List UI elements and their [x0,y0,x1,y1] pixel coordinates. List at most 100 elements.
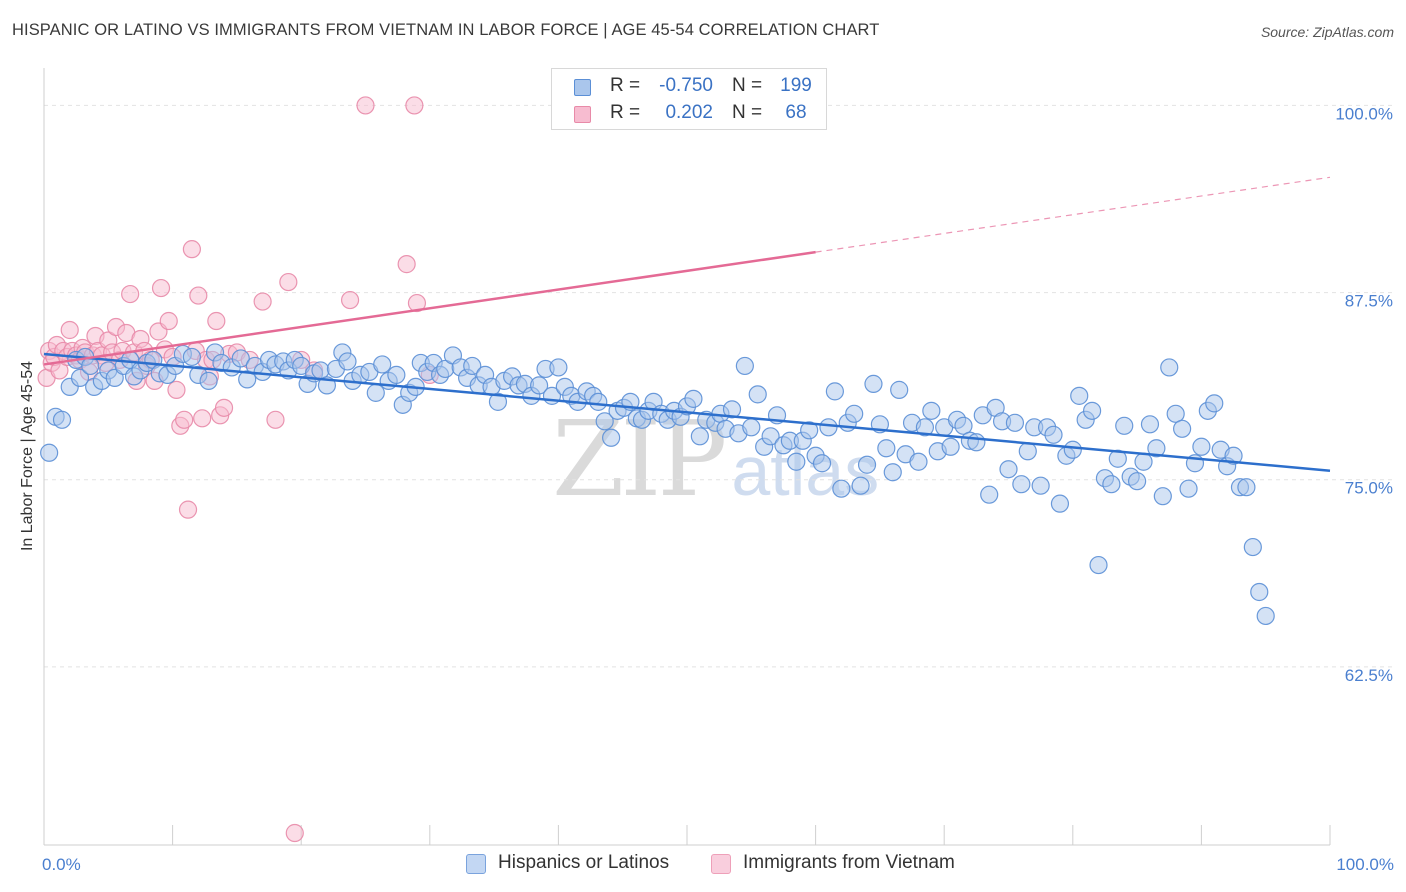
data-point-hispanic [941,437,960,456]
data-point-hispanic [595,412,614,431]
data-point-hispanic [1256,606,1275,626]
data-point-hispanic [812,454,832,473]
legend-label-hispanics: Hispanics or Latinos [498,852,670,873]
data-point-hispanic [1031,476,1050,495]
data-point-vietnam [340,290,360,310]
data-point-hispanic [825,382,844,401]
data-point-vietnam [60,320,79,340]
y-tick-label: 100.0% [1335,104,1393,123]
data-point-hispanic [1237,478,1256,497]
y-tick-labels: 62.5% 75.0% 87.5% 100.0% [1335,104,1393,684]
legend-n-value: 68 [785,102,807,123]
data-point-vietnam [175,410,194,429]
data-point-vietnam [405,96,424,115]
legend-swatch-blue [466,854,486,874]
data-point-hispanic [999,460,1018,479]
data-point-vietnam [214,398,234,417]
data-point-hispanic [530,376,549,395]
series-legend: Hispanics or Latinos Immigrants from Vie… [0,852,1406,878]
data-point-hispanic [980,485,999,504]
data-point-hispanic [1134,452,1153,471]
trend-line-vietnam-extended [815,176,1331,253]
data-point-hispanic [742,418,761,437]
data-point-hispanic [890,380,909,399]
legend-n-value: 199 [780,75,812,96]
data-point-hispanic [231,349,250,368]
trend-line-vietnam [43,250,816,366]
data-point-hispanic [1070,386,1089,405]
data-point-hispanic [909,452,928,471]
data-point-vietnam [182,240,201,259]
data-point-hispanic [1173,419,1192,438]
data-point-hispanic [1102,475,1121,494]
data-point-hispanic [1224,446,1243,465]
data-point-hispanic [800,421,819,440]
data-point-hispanic [851,476,870,495]
legend-r-value: -0.750 [659,75,713,96]
data-point-vietnam [178,500,198,519]
data-point-hispanic [1082,401,1102,420]
legend-n-label: N = [732,102,763,123]
data-point-hispanic [1192,437,1211,456]
data-point-hispanic [1140,415,1160,434]
series-hispanics-or-latinos [40,343,1275,626]
data-point-hispanic [238,370,257,389]
data-point-hispanic [182,347,201,367]
legend-swatch-pink [711,854,731,874]
data-point-hispanic [589,392,608,411]
data-point-hispanic [1044,425,1063,444]
trend-lines [43,176,1331,472]
data-point-vietnam [407,293,427,313]
data-point-hispanic [40,443,59,462]
data-point-hispanic [1243,537,1262,557]
data-point-vietnam [193,409,212,428]
data-point-hispanic [857,455,877,474]
data-point-hispanic [1063,440,1082,459]
data-point-hispanic [845,404,864,423]
y-tick-label: 75.0% [1345,479,1393,498]
data-point-hispanic [922,401,941,420]
chart-title: HISPANIC OR LATINO VS IMMIGRANTS FROM VI… [12,21,880,39]
data-point-hispanic [1250,582,1269,602]
data-point-hispanic [915,418,935,437]
data-point-hispanic [684,389,703,408]
data-point-hispanic [1205,394,1224,413]
data-point-vietnam [253,292,272,311]
data-point-hispanic [832,479,851,498]
y-tick-label: 62.5% [1345,666,1393,685]
data-point-hispanic [748,385,767,404]
data-point-hispanic [864,374,883,393]
data-point-hispanic [1179,479,1198,498]
legend-swatch-blue [574,79,591,96]
data-point-hispanic [549,358,568,377]
data-point-hispanic [1012,475,1031,494]
data-point-hispanic [954,416,973,435]
x-tick-label-max: 100.0% [1336,855,1394,874]
legend-n-label: N = [732,75,763,96]
data-point-hispanic [387,365,406,385]
data-point-hispanic [1050,494,1070,513]
data-point-vietnam [266,410,285,429]
data-point-hispanic [761,427,780,446]
x-ticks [172,825,1331,845]
data-point-hispanic [877,439,896,458]
data-point-hispanic [883,463,902,482]
data-point-hispanic [1127,472,1147,491]
data-point-hispanic [735,356,754,376]
data-point-hispanic [70,368,90,388]
data-point-hispanic [967,433,986,452]
legend-r-label: R = [610,102,641,123]
x-tick-label-min: 0.0% [42,855,81,874]
data-point-hispanic [1018,442,1037,461]
data-point-hispanic [199,371,218,390]
data-point-hispanic [1166,404,1185,423]
data-point-vietnam [279,272,298,292]
data-point-hispanic [366,383,385,402]
data-point-hispanic [1147,439,1166,458]
data-point-hispanic [52,410,72,429]
data-point-vietnam [189,286,208,305]
trend-line-hispanics [43,352,1331,472]
data-point-hispanic [1089,555,1108,575]
data-point-hispanic [819,418,838,437]
